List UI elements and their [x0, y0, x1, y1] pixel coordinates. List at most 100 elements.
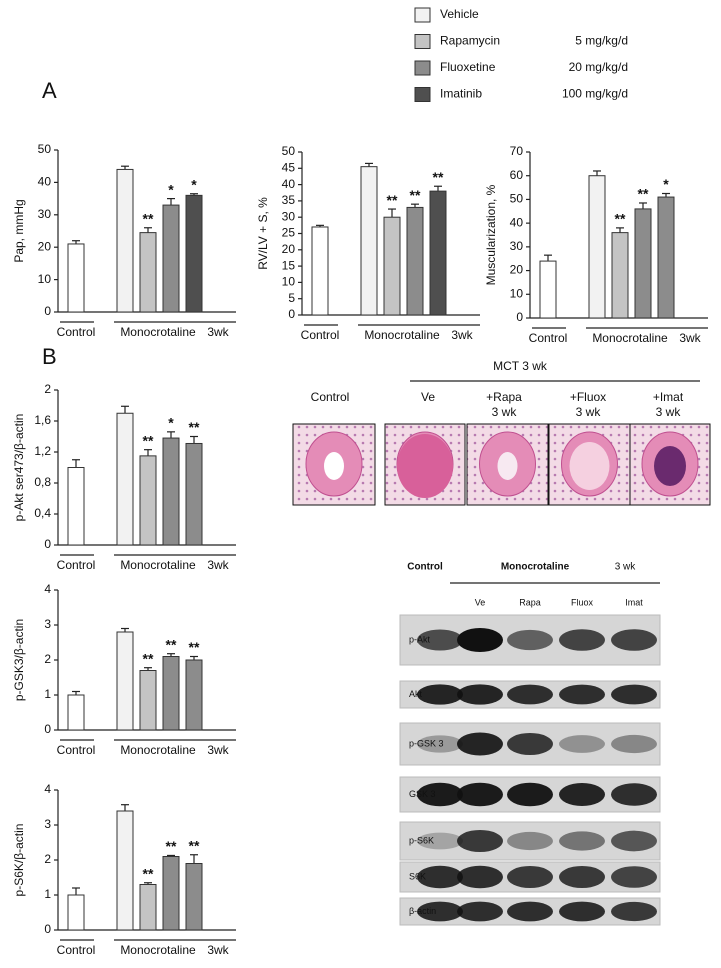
- x-group-label: Control: [57, 943, 96, 957]
- y-tick-label: 2: [44, 652, 51, 666]
- blot-band: [507, 684, 553, 705]
- y-tick-label: 2: [44, 382, 51, 396]
- blot-band: [559, 629, 605, 651]
- y-tick-label: 4: [44, 582, 51, 596]
- x-group-label: Monocrotaline: [120, 558, 196, 572]
- bar: [185, 659, 203, 731]
- y-tick-label: 40: [282, 177, 296, 191]
- legend-label: Vehicle: [440, 7, 479, 21]
- blot-band: [417, 782, 463, 807]
- lane-label: Imat: [625, 597, 643, 607]
- y-tick-label: 1: [44, 687, 51, 701]
- blot-band: [507, 901, 553, 922]
- y-tick-label: 4: [44, 782, 51, 796]
- bar: [67, 467, 85, 546]
- y-tick-label: 0: [288, 307, 295, 321]
- x-group-label: 3wk: [207, 558, 229, 572]
- blot-band: [559, 684, 605, 705]
- blot-band: [417, 901, 463, 922]
- y-tick-label: 20: [510, 263, 524, 277]
- bar: [162, 856, 180, 931]
- lane-label: Rapa: [519, 597, 541, 607]
- bar: [360, 166, 378, 316]
- significance: **: [166, 838, 177, 854]
- significance: **: [189, 419, 200, 435]
- significance: **: [143, 650, 154, 666]
- y-tick-label: 3: [44, 817, 51, 831]
- blot-band: [457, 684, 503, 705]
- bar: [139, 455, 157, 546]
- legend-dose: 5 mg/kg/d: [575, 34, 628, 48]
- blot-header: Control: [407, 562, 443, 573]
- blot-band: [457, 732, 503, 756]
- vessel-lumen: [497, 452, 518, 480]
- y-tick-label: 10: [282, 275, 296, 289]
- blot-band: [457, 782, 503, 807]
- significance: **: [638, 186, 649, 202]
- x-group-label: Control: [57, 743, 96, 757]
- vessel-lumen: [397, 434, 453, 498]
- significance: *: [663, 176, 669, 192]
- significance: **: [615, 211, 626, 227]
- blot-band: [611, 830, 657, 852]
- y-tick-label: 20: [282, 242, 296, 256]
- y-tick-label: 50: [282, 144, 296, 158]
- x-group-label: 3wk: [207, 325, 229, 339]
- bar: [139, 670, 157, 731]
- y-tick-label: 35: [282, 193, 296, 207]
- legend-label: Rapamycin: [440, 34, 500, 48]
- y-tick-label: 10: [38, 272, 52, 286]
- bar: [116, 168, 134, 313]
- x-group-label: 3wk: [679, 331, 701, 345]
- blot-band: [559, 735, 605, 753]
- bar: [116, 631, 134, 731]
- bar: [539, 260, 557, 319]
- bar: [588, 175, 606, 319]
- x-group-label: Monocrotaline: [120, 743, 196, 757]
- blot-band: [611, 866, 657, 888]
- blot-band: [507, 782, 553, 807]
- y-tick-label: 70: [510, 144, 524, 158]
- significance: *: [191, 176, 197, 192]
- bar: [185, 194, 203, 313]
- blot-row-label: p-GSK 3: [409, 738, 444, 748]
- y-tick-label: 0: [44, 922, 51, 936]
- significance: **: [433, 169, 444, 185]
- blot-band: [507, 865, 553, 889]
- bar: [162, 204, 180, 313]
- panel-label: A: [42, 78, 57, 103]
- blot-band: [457, 628, 503, 652]
- y-tick-label: 0: [44, 304, 51, 318]
- significance: **: [143, 432, 154, 448]
- legend-label: Imatinib: [440, 87, 482, 101]
- significance: *: [168, 415, 174, 431]
- bar: [162, 656, 180, 731]
- blot-band: [611, 901, 657, 922]
- y-tick-label: 40: [38, 175, 52, 189]
- x-group-label: Control: [529, 331, 568, 345]
- histology-label: +Imat: [653, 390, 684, 404]
- blot-band: [417, 629, 463, 651]
- bar: [139, 884, 157, 931]
- significance: **: [189, 837, 200, 853]
- bar: [611, 232, 629, 319]
- significance: **: [189, 639, 200, 655]
- y-axis-label: p-GSK3/β-actin: [12, 619, 26, 701]
- y-tick-label: 30: [38, 207, 52, 221]
- bar: [67, 894, 85, 931]
- legend-swatch: [414, 7, 431, 23]
- x-group-label: Monocrotaline: [120, 325, 196, 339]
- lane-label: Ve: [475, 597, 486, 607]
- histology-label: 3 wk: [576, 405, 602, 419]
- blot-band: [611, 684, 657, 705]
- lane-label: Fluox: [571, 597, 594, 607]
- x-group-label: Monocrotaline: [592, 331, 668, 345]
- x-group-label: Control: [301, 328, 340, 342]
- histology-label: +Fluox: [570, 390, 606, 404]
- bar: [185, 442, 203, 546]
- histology-label: +Rapa: [486, 390, 522, 404]
- y-tick-label: 0,8: [34, 475, 51, 489]
- blot-band: [611, 734, 657, 754]
- blot-row-label: p-S6K: [409, 835, 434, 845]
